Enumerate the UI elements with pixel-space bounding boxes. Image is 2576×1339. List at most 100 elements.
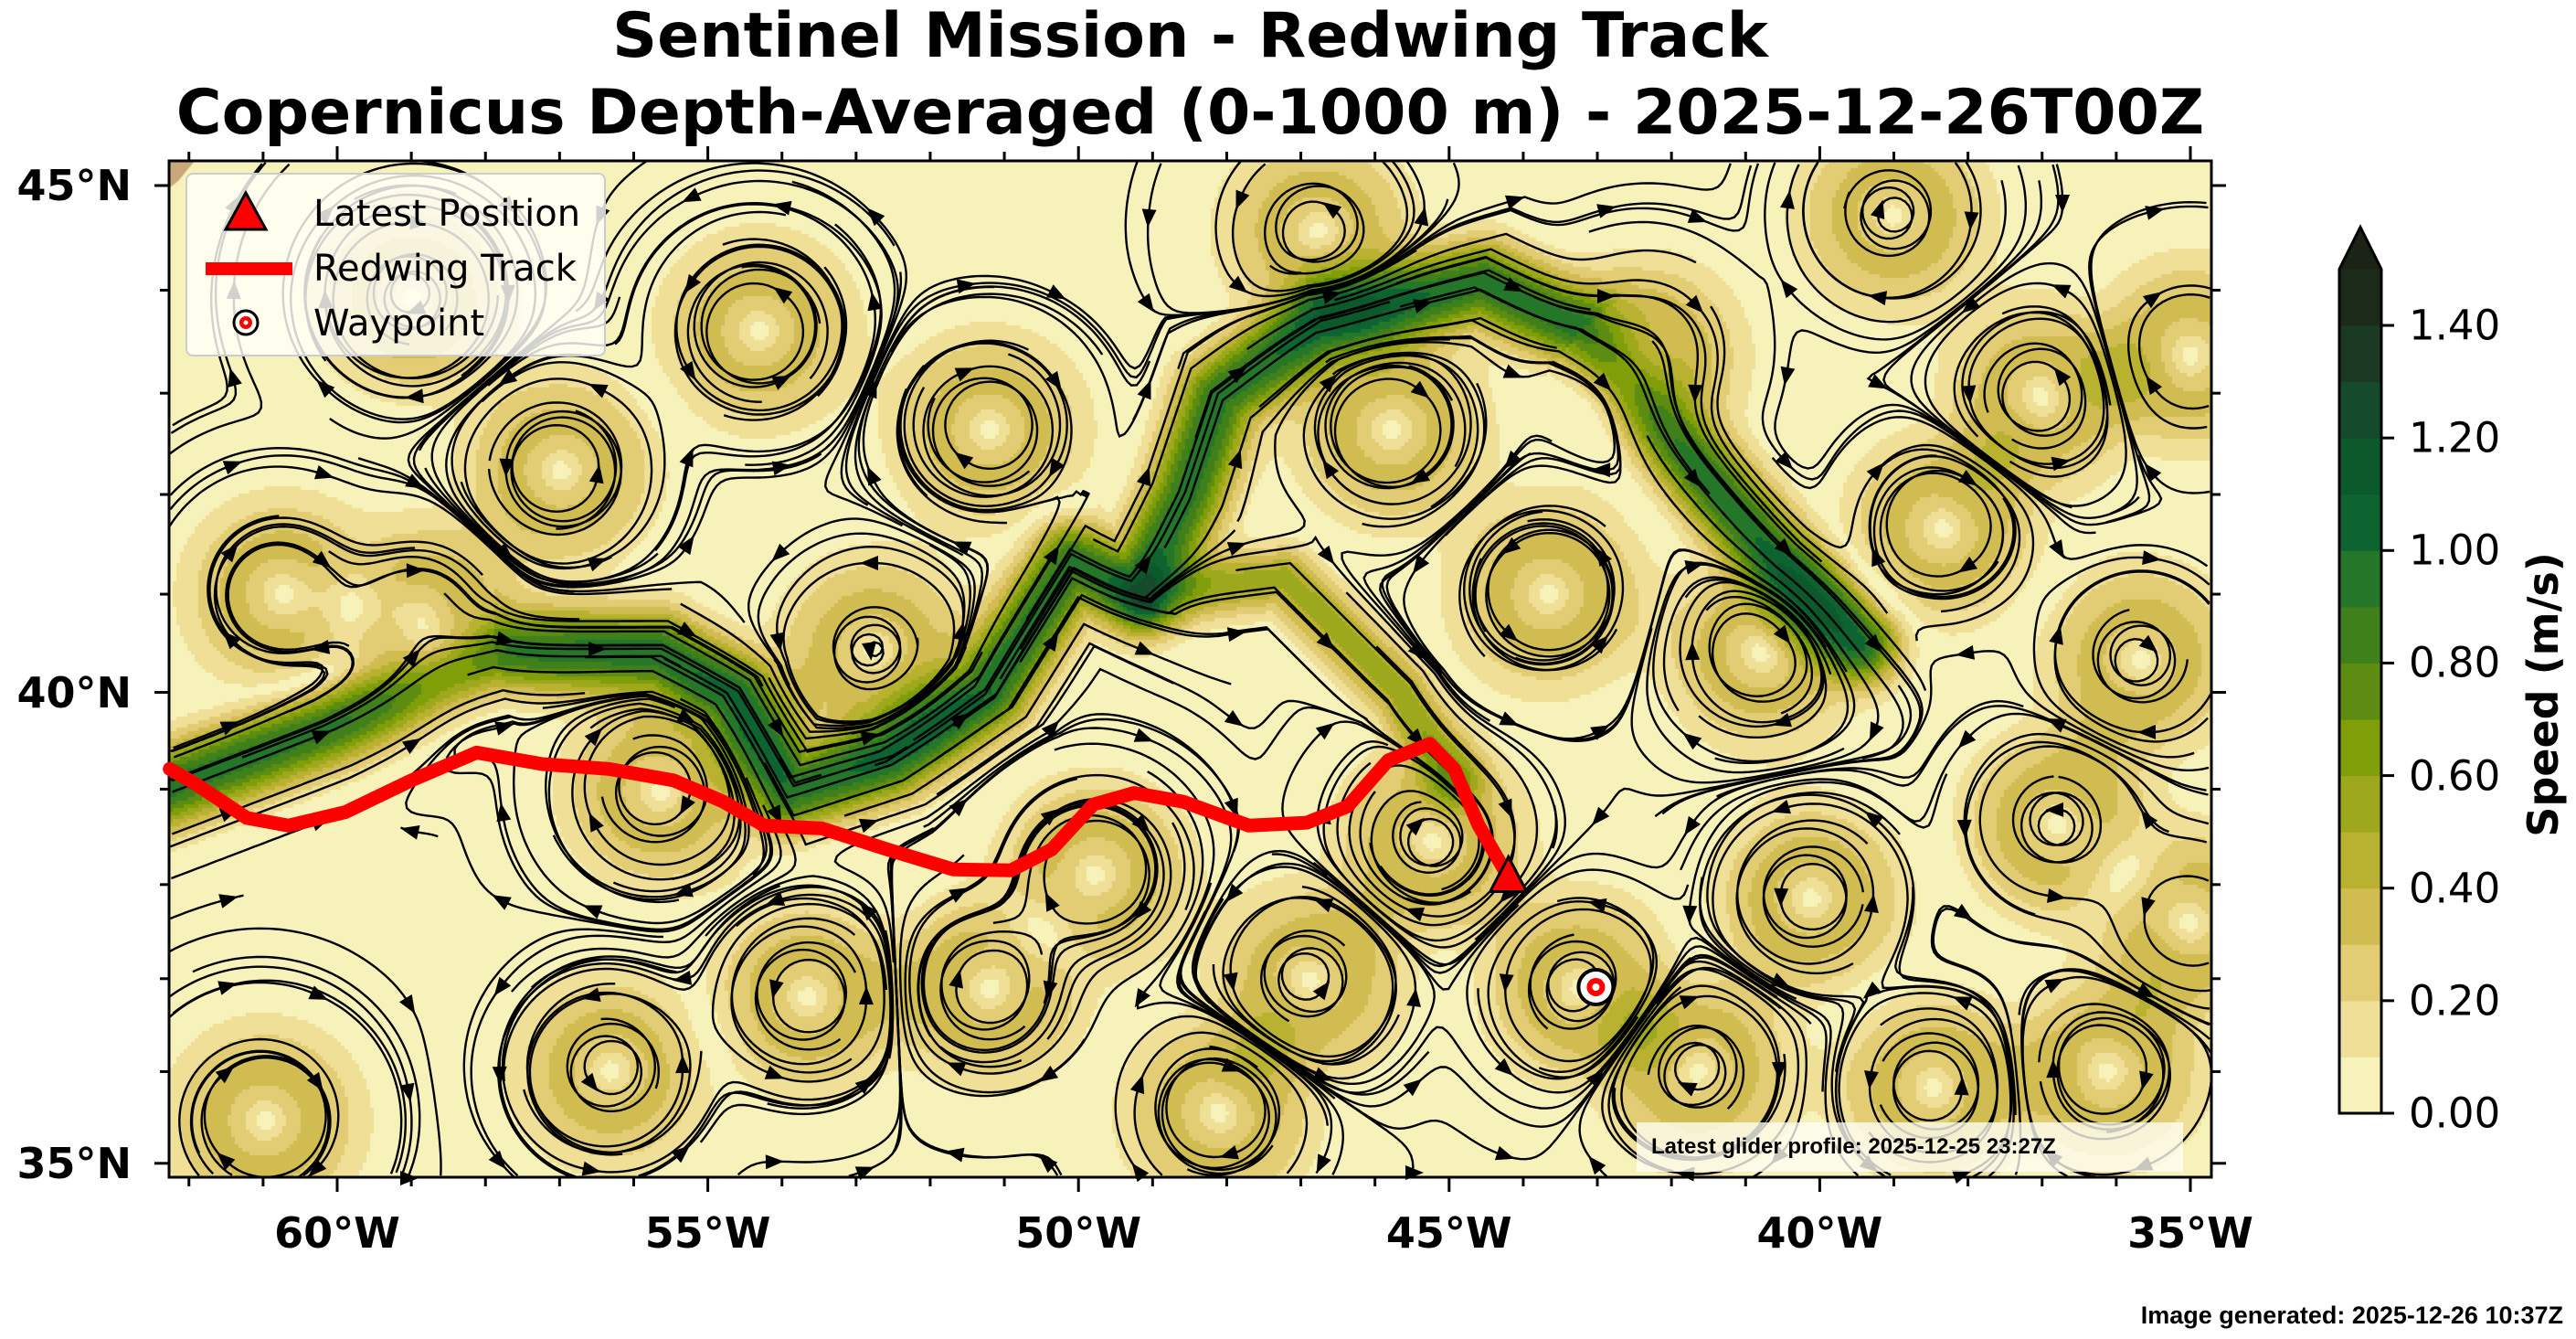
streamline-arrow [1773,624,1791,644]
streamline-arrow [588,464,604,484]
glider-profile-text: Latest glider profile: 2025-12-25 23:27Z [1651,1134,2056,1159]
streamline-arrow [1317,545,1335,565]
x-tick-label: 45°W [1385,1208,1512,1258]
streamline-arrow [222,461,243,475]
streamline [1786,164,2007,324]
colorbar-level [2339,381,2381,439]
streamline-arrow [946,1062,967,1077]
streamline-arrow [1044,545,1060,565]
streamline-arrow [675,1055,691,1074]
legend-label: Latest Position [313,193,581,235]
streamline-arrow [1312,1067,1333,1081]
streamline [1133,1031,1309,1176]
legend-label: Redwing Track [313,248,577,290]
streamline [891,895,1059,1176]
streamline-arrow [1595,547,1612,567]
streamline [169,927,442,1176]
streamline-arrow [402,649,420,668]
streamline [1231,160,1409,292]
y-tick-label: 40°N [16,667,132,717]
streamline-arrow [860,556,878,570]
streamline-arrow [1141,208,1157,228]
streamline [1771,416,2209,568]
streamline-arrow [1682,732,1702,750]
streamline-arrow [1862,981,1882,999]
streamline-arrow [2138,634,2158,653]
streamline-arrow [1312,981,1330,1001]
streamline-arrow [1499,973,1514,993]
streamline-arrow [1407,641,1426,660]
streamline [875,301,1391,767]
streamline-arrow [1770,972,1790,988]
streamline-arrow [495,631,515,646]
streamline-arrow [399,994,416,1015]
streamline-arrow [308,985,328,1000]
streamline [178,1037,340,1178]
streamline [192,955,421,1179]
streamline-arrow [219,721,240,736]
streamline-arrow [1494,1057,1513,1076]
streamline-arrow [1315,722,1335,740]
legend-entry-redwing-track: Redwing Track [187,240,604,295]
glider-profile-annotation: Latest glider profile: 2025-12-25 23:27Z [1637,1122,2183,1172]
streamline-arrow [1133,728,1154,742]
streamline-arrow [1134,988,1150,1008]
streamline-arrow [1961,295,1981,313]
streamline-arrow [1494,1145,1515,1161]
streamline [1843,169,1933,258]
streamline-arrow [1687,208,1708,223]
streamline-arrow [2146,376,2163,396]
streamline-arrow [771,543,790,562]
streamline-arrow [1585,1069,1604,1089]
streamline [1953,311,2112,465]
streamline-arrow [1774,537,1793,557]
streamline [1533,295,1924,776]
streamline [1652,560,1856,763]
streamline-arrow [1871,547,1886,568]
streamline-arrow [1771,1061,1786,1080]
streamline [680,532,966,733]
x-tick-label: 50°W [1015,1208,1142,1258]
streamline [1705,595,1814,715]
streamline [1647,1024,1745,1110]
streamline-arrow [1774,887,1789,907]
streamline [1214,160,1415,298]
streamline [1588,220,2096,535]
streamline-arrow [684,273,702,293]
streamline-arrow [1129,1074,1145,1095]
colorbar-tick-label: 0.40 [2409,864,2501,913]
streamline [754,940,857,1051]
streamline-arrow [308,1158,327,1177]
streamline-arrow [1682,905,1698,924]
streamline-arrow [854,1077,875,1095]
streamline [1764,162,2028,341]
streamline [1336,163,1760,291]
streamline-arrow [494,542,514,560]
streamline-arrow [867,292,883,312]
streamline-arrow [2053,367,2072,387]
streamline-arrow [222,631,241,650]
streamline-arrow [2142,292,2162,309]
streamline-arrow [1864,894,1879,913]
streamline [614,203,877,552]
streamline-arrow [1410,380,1430,399]
streamline-arrow [859,902,878,921]
streamline-arrow [588,383,609,399]
streamline [1263,182,1365,275]
streamline-arrow [1956,819,1972,838]
streamline-arrow [1219,1145,1239,1160]
streamline-arrow [1780,190,1795,209]
streamline-arrow [588,642,607,656]
streamline [170,516,483,753]
streamline-arrow [1501,537,1521,555]
streamline-arrow [1134,900,1152,920]
streamline-arrow [1780,366,1796,386]
streamline-arrow [1685,294,1704,313]
streamline-arrow [1046,284,1066,300]
streamline-arrow [217,1152,236,1171]
legend: Latest Position Redwing Track Waypoint [186,173,606,356]
streamline-arrow [2049,539,2064,559]
streamline-arrow [2051,284,2072,299]
streamline-arrow [1688,384,1703,403]
